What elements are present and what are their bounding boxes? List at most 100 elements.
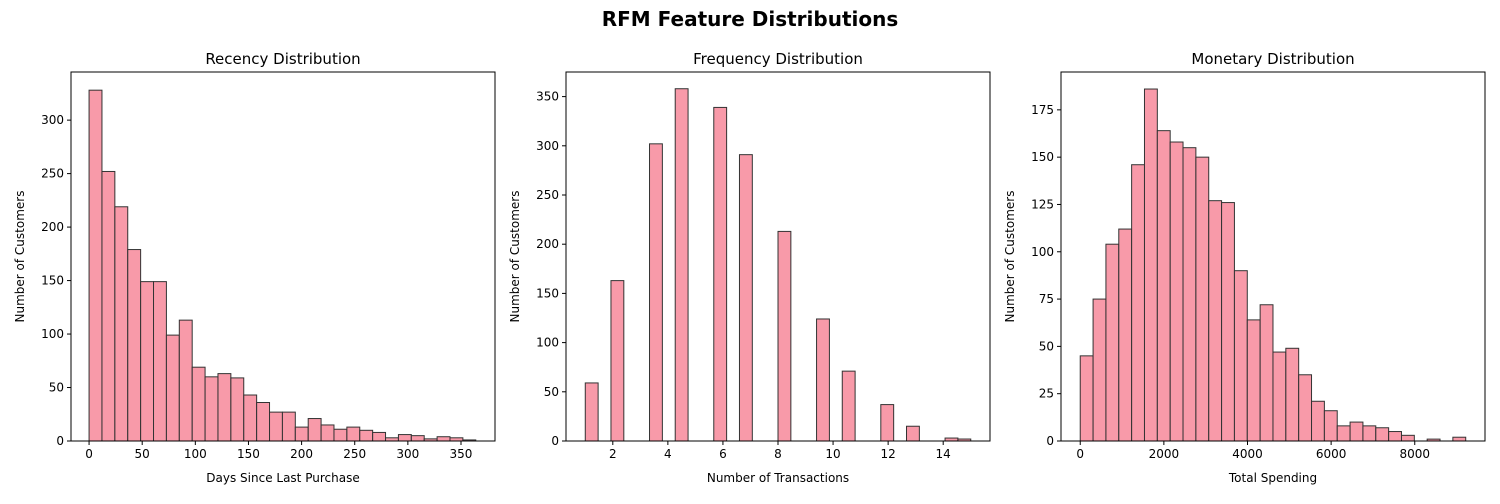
histogram-bar — [1182, 147, 1197, 442]
y-tick-label: 350 — [536, 90, 559, 104]
y-axis-label: Number of Customers — [508, 191, 522, 323]
x-tick-label: 0 — [85, 447, 93, 461]
y-tick-label: 100 — [536, 336, 559, 350]
y-tick-label: 200 — [536, 237, 559, 251]
histogram-bar — [359, 429, 374, 442]
subplot-title: Recency Distribution — [205, 50, 360, 68]
x-axis-label: Total Spending — [1228, 471, 1317, 485]
x-tick-label: 50 — [135, 447, 150, 461]
histogram-bar — [1259, 304, 1274, 442]
x-tick-label: 6000 — [1316, 447, 1347, 461]
histogram-bar — [1323, 410, 1338, 442]
histogram-bar — [1195, 156, 1210, 442]
histogram-bar — [1169, 141, 1184, 442]
x-tick-label: 4000 — [1232, 447, 1263, 461]
histogram-bar — [1118, 228, 1133, 442]
x-tick-label: 0 — [1076, 447, 1084, 461]
histogram-bar — [584, 382, 599, 442]
x-tick-label: 200 — [290, 447, 313, 461]
histogram-bar — [346, 426, 361, 442]
subplot-1: 0 50 100 150 200 250 300 350 0 50 100 150 200 250 300 R… — [13, 50, 496, 485]
axes-frame — [70, 71, 496, 442]
y-tick-label: 125 — [1031, 197, 1054, 211]
histogram-bar — [372, 431, 387, 442]
histogram-bar — [1208, 200, 1223, 442]
x-tick-label: 150 — [237, 447, 260, 461]
histogram-bar — [153, 281, 167, 442]
y-tick-label: 250 — [536, 188, 559, 202]
histogram-bar — [269, 411, 283, 442]
x-tick-label: 2 — [609, 447, 617, 461]
histogram-bar — [1285, 347, 1300, 442]
y-tick-label: 175 — [1031, 103, 1054, 117]
y-tick-label: 50 — [49, 381, 64, 395]
histogram-bar — [1452, 436, 1467, 442]
x-tick-label: 6 — [719, 447, 727, 461]
y-tick-label: 0 — [551, 434, 559, 448]
histogram-bar — [140, 281, 155, 442]
x-tick-label: 100 — [184, 447, 207, 461]
histogram-bar — [1388, 431, 1402, 442]
histogram-bar — [165, 334, 180, 442]
histogram-bar — [397, 434, 412, 442]
y-tick-label: 100 — [1031, 245, 1054, 259]
y-tick-label: 150 — [536, 286, 559, 300]
histogram-bar — [320, 424, 335, 442]
y-tick-label: 300 — [41, 113, 64, 127]
histogram-bar — [880, 404, 895, 442]
histogram-bar — [243, 394, 258, 442]
histogram-bar — [1375, 427, 1390, 442]
histogram-bar — [114, 206, 129, 442]
histogram-bar — [1349, 421, 1364, 442]
histogram-bar — [1079, 355, 1094, 442]
x-tick-label: 350 — [450, 447, 473, 461]
histogram-bar — [1131, 164, 1145, 442]
histogram-bar — [906, 425, 920, 442]
histogram-bar — [1156, 130, 1171, 442]
histogram-bar — [101, 170, 116, 442]
y-tick-label: 250 — [41, 167, 64, 181]
histogram-bar — [649, 143, 663, 442]
y-axis-label: Number of Customers — [13, 191, 27, 323]
subplot-3: 0 2000 4000 6000 8000 0 25 50 75 100 125 150 175 Mone… — [1003, 50, 1486, 485]
histogram-bar — [610, 280, 625, 442]
x-tick-label: 4 — [664, 447, 672, 461]
histogram-bar — [1298, 374, 1313, 442]
histogram-bar — [1400, 434, 1415, 442]
x-tick-label: 10 — [825, 447, 840, 461]
x-tick-label: 2000 — [1149, 447, 1180, 461]
y-tick-label: 300 — [536, 139, 559, 153]
y-tick-label: 100 — [41, 327, 64, 341]
axes-frame — [1060, 71, 1486, 442]
histogram-bar — [307, 418, 322, 442]
histogram-bar — [1233, 270, 1248, 442]
y-tick-label: 0 — [56, 434, 64, 448]
subplot-2: 2 4 6 8 10 12 14 0 50 100 150 200 250 300 350 Frequency… — [508, 50, 991, 485]
x-tick-label: 8000 — [1399, 447, 1430, 461]
histogram-bar — [436, 436, 451, 442]
y-tick-label: 75 — [1039, 292, 1054, 306]
histogram-bar — [1336, 425, 1351, 442]
histogram-bar — [191, 366, 206, 442]
x-tick-label: 8 — [774, 447, 782, 461]
figure-suptitle: RFM Feature Distributions — [602, 7, 899, 31]
histogram-bar — [294, 426, 309, 442]
y-tick-label: 50 — [1039, 339, 1054, 353]
histogram-bar — [1092, 298, 1107, 442]
histogram-bar — [1246, 319, 1261, 442]
histogram-bar — [1143, 88, 1158, 442]
histogram-bar — [410, 435, 425, 442]
histogram-bar — [777, 230, 792, 442]
histogram-bar — [217, 373, 232, 442]
y-tick-label: 0 — [1046, 434, 1054, 448]
y-tick-label: 25 — [1039, 387, 1054, 401]
subplot-title: Frequency Distribution — [693, 50, 863, 68]
histogram-bar — [1105, 243, 1120, 442]
y-tick-label: 50 — [544, 385, 559, 399]
x-axis-label: Number of Transactions — [707, 471, 849, 485]
histogram-bar — [127, 249, 142, 442]
histogram-bar — [256, 402, 271, 442]
histogram-bar — [1272, 351, 1287, 442]
